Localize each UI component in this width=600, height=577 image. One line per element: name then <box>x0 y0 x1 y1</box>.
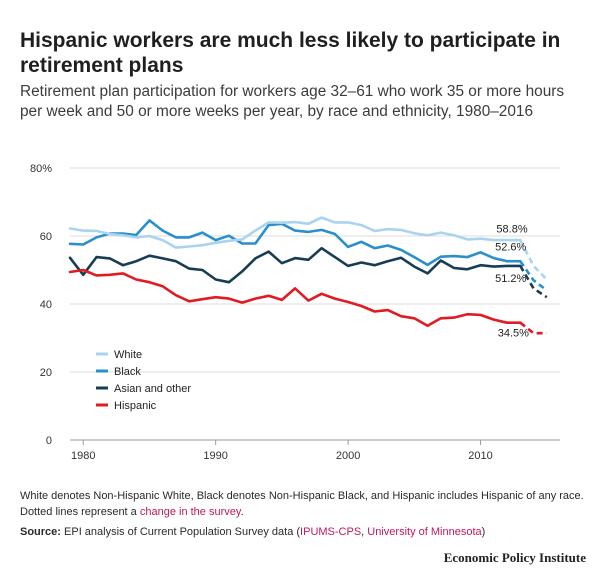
line-hispanic <box>68 268 522 328</box>
university-link[interactable]: University of Minnesota <box>367 526 482 538</box>
end-label-white: 58.8% <box>496 223 527 235</box>
legend-label-asian-and-other: Asian and other <box>114 383 191 395</box>
y-tick-label: 20 <box>40 367 52 379</box>
y-axis-ticks: 0 20 40 60 80% <box>30 163 52 447</box>
line-chart: 0 20 40 60 80% 1980 1990 2000 2010 58.8% 52.6% 51… <box>30 163 560 462</box>
chart-note: White denotes Non-Hispanic White, Black … <box>20 488 590 520</box>
x-tick-label: 2000 <box>336 450 360 462</box>
dotted-line-white <box>519 239 548 281</box>
publisher-credit: Economic Policy Institute <box>443 550 586 565</box>
survey-change-link[interactable]: change in the survey <box>139 506 241 518</box>
line-asian-and-other <box>68 246 522 284</box>
line-white <box>68 216 522 249</box>
x-axis-ticks: 1980 1990 2000 2010 <box>71 440 493 462</box>
end-label-black: 52.6% <box>495 241 526 253</box>
source-label: Source: <box>20 526 61 538</box>
y-tick-label: 0 <box>46 435 52 447</box>
source-end: ) <box>481 526 486 538</box>
note-end: . <box>240 506 244 518</box>
end-labels: 58.8% 52.6% 51.2% 34.5% <box>495 223 529 339</box>
y-tick-label: 40 <box>40 299 52 311</box>
source-text: EPI analysis of Current Population Surve… <box>60 526 301 538</box>
x-tick-label: 1990 <box>203 450 227 462</box>
line-black <box>68 219 522 267</box>
x-tick-label: 2010 <box>468 450 492 462</box>
dotted-line-hispanic <box>519 321 547 335</box>
y-tick-label: 80% <box>30 163 52 175</box>
series-lines <box>68 216 548 335</box>
legend-label-white: White <box>114 349 142 361</box>
ipums-link[interactable]: IPUMS-CPS <box>300 526 362 538</box>
y-tick-label: 60 <box>40 231 52 243</box>
chart-title: Hispanic workers are much less likely to… <box>20 29 561 77</box>
dotted-line-black <box>519 260 548 292</box>
x-tick-label: 1980 <box>71 450 95 462</box>
legend: White Black Asian and other Hispanic <box>96 349 191 412</box>
note-text: White denotes Non-Hispanic White, Black … <box>20 490 584 518</box>
end-label-asian-and-other: 51.2% <box>495 273 526 285</box>
legend-label-black: Black <box>114 366 141 378</box>
chart-source: Source: EPI analysis of Current Populati… <box>20 524 590 540</box>
chart-subtitle: Retirement plan participation for worker… <box>20 83 565 120</box>
legend-label-hispanic: Hispanic <box>114 400 157 412</box>
source-sep: , <box>361 526 368 538</box>
end-label-hispanic: 34.5% <box>498 327 529 339</box>
